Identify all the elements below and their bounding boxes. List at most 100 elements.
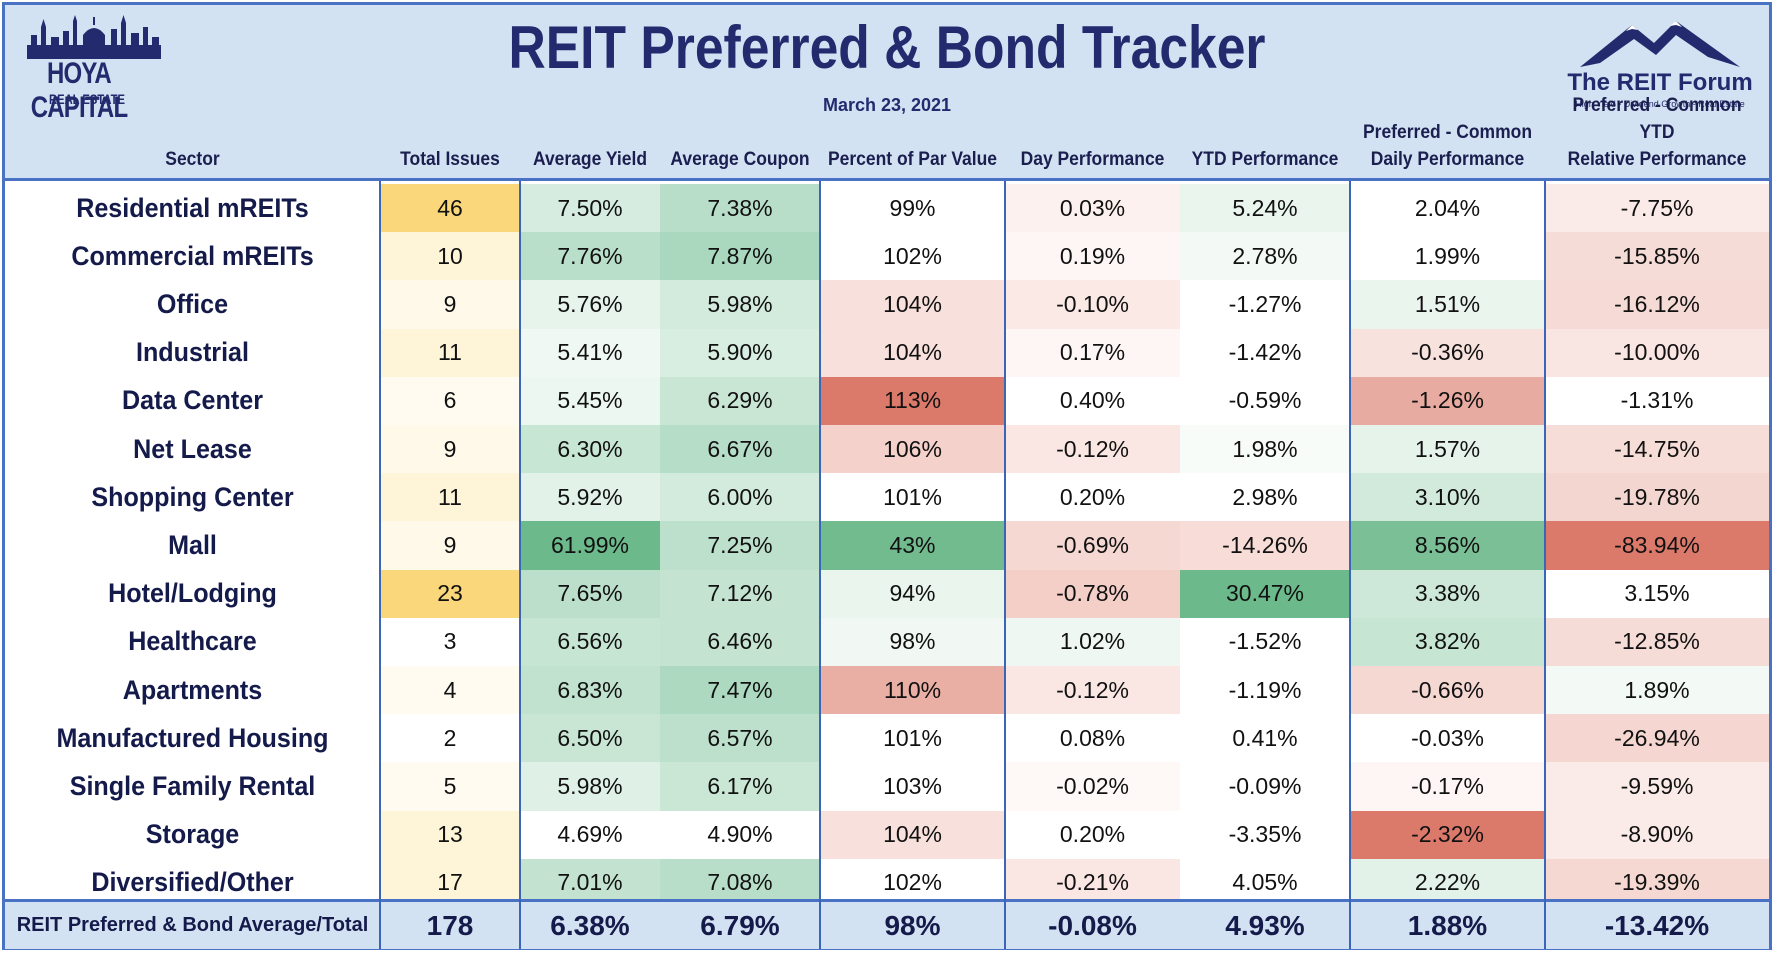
sector-label: Industrial: [18, 328, 367, 377]
table-cell: 7.12%: [660, 569, 820, 618]
table-cell: 7.76%: [520, 232, 660, 281]
table-cell: 4.69%: [520, 810, 660, 859]
table-cell: 61.99%: [520, 521, 660, 570]
table-cell: -1.52%: [1180, 617, 1350, 666]
table-cell: -16.12%: [1545, 280, 1769, 329]
table-cell: 106%: [820, 425, 1005, 474]
page-title: REIT Preferred & Bond Tracker: [508, 14, 1266, 81]
table-cell: 103%: [820, 762, 1005, 811]
table-cell: 23: [380, 569, 520, 618]
table-cell: -9.59%: [1545, 762, 1769, 811]
table-cell: -12.85%: [1545, 617, 1769, 666]
table-cell: 5.90%: [660, 328, 820, 377]
table-cell: 3.15%: [1545, 569, 1769, 618]
table-cell: 11: [380, 473, 520, 522]
table-cell: 1.02%: [1005, 617, 1180, 666]
table-cell: 6.29%: [660, 376, 820, 425]
table-cell: 102%: [820, 858, 1005, 907]
table-cell: 6.83%: [520, 666, 660, 715]
table-cell: 3.10%: [1350, 473, 1545, 522]
column-header: Sector: [165, 149, 220, 170]
column-divider: [819, 181, 821, 949]
sector-label: Data Center: [18, 376, 367, 425]
column-header: Day Performance: [1020, 149, 1165, 170]
table-cell: 101%: [820, 714, 1005, 763]
table-cell: -0.66%: [1350, 666, 1545, 715]
sector-label: Apartments: [18, 666, 367, 715]
table-cell: 9: [380, 280, 520, 329]
logo-right-tagline: High Yield - Dividend Growth - Real Esta…: [1575, 99, 1745, 109]
table-cell: -19.78%: [1545, 473, 1769, 522]
table-cell: -1.31%: [1545, 376, 1769, 425]
table-cell: -0.17%: [1350, 762, 1545, 811]
column-divider: [379, 181, 381, 949]
table-cell: 104%: [820, 280, 1005, 329]
table-cell: 6.57%: [660, 714, 820, 763]
column-divider: [1004, 181, 1006, 949]
table-cell: -0.21%: [1005, 858, 1180, 907]
sector-label: Manufactured Housing: [18, 714, 367, 763]
column-header: Average Yield: [532, 149, 647, 170]
mountain-icon: [1580, 21, 1740, 67]
totals-cell: 4.93%: [1225, 909, 1305, 941]
table-cell: 0.19%: [1005, 232, 1180, 281]
table-cell: 2.22%: [1350, 858, 1545, 907]
table-cell: 5.76%: [520, 280, 660, 329]
table-cell: 7.25%: [660, 521, 820, 570]
column-header: Percent of Par Value: [827, 149, 998, 170]
totals-row: REIT Preferred & Bond Average/Total 178 6.…: [5, 899, 1769, 949]
data-table: Residential mREITs 46 7.50% 7.38% 99% 0.03% 5.…: [5, 178, 1769, 907]
table-cell: -0.36%: [1350, 328, 1545, 377]
table-cell: 3: [380, 617, 520, 666]
table-cell: -0.09%: [1180, 762, 1350, 811]
skyline-icon: [27, 15, 161, 59]
table-cell: -8.90%: [1545, 810, 1769, 859]
table-cell: 4.05%: [1180, 858, 1350, 907]
hoya-capital-logo: HOYA CAPITAL REAL ESTATE: [19, 11, 169, 124]
table-cell: 6.00%: [660, 473, 820, 522]
table-cell: -1.27%: [1180, 280, 1350, 329]
table-cell: 104%: [820, 328, 1005, 377]
sector-label: Hotel/Lodging: [18, 569, 367, 618]
column-header: Preferred - Common Daily Performance: [1362, 122, 1532, 170]
table-cell: 17: [380, 858, 520, 907]
table-cell: -1.42%: [1180, 328, 1350, 377]
table-cell: 6.67%: [660, 425, 820, 474]
table-cell: -19.39%: [1545, 858, 1769, 907]
sector-label: Single Family Rental: [18, 762, 367, 811]
table-cell: 9: [380, 425, 520, 474]
table-cell: 0.20%: [1005, 473, 1180, 522]
table-cell: 101%: [820, 473, 1005, 522]
table-cell: 4: [380, 666, 520, 715]
table-cell: 0.17%: [1005, 328, 1180, 377]
table-cell: 5.98%: [660, 280, 820, 329]
header-band: HOYA CAPITAL REAL ESTATE REIT Preferred …: [5, 5, 1769, 178]
table-cell: 5.98%: [520, 762, 660, 811]
table-cell: 102%: [820, 232, 1005, 281]
table-cell: 5.92%: [520, 473, 660, 522]
logo-left-name: HOYA CAPITAL: [30, 57, 128, 124]
table-cell: -14.75%: [1545, 425, 1769, 474]
column-header: YTD Performance: [1191, 149, 1339, 170]
table-cell: 7.50%: [520, 184, 660, 233]
table-cell: -1.19%: [1180, 666, 1350, 715]
table-cell: 94%: [820, 569, 1005, 618]
table-cell: 3.38%: [1350, 569, 1545, 618]
table-cell: 1.51%: [1350, 280, 1545, 329]
report-date: March 23, 2021: [822, 95, 952, 115]
sector-label: Diversified/Other: [18, 858, 367, 907]
table-cell: 99%: [820, 184, 1005, 233]
table-cell: 6.50%: [520, 714, 660, 763]
table-cell: 5.41%: [520, 328, 660, 377]
table-cell: -0.78%: [1005, 569, 1180, 618]
sector-label: Mall: [18, 521, 367, 570]
table-cell: 0.40%: [1005, 376, 1180, 425]
table-cell: -0.12%: [1005, 425, 1180, 474]
column-header: Total Issues: [400, 149, 500, 170]
table-cell: 98%: [820, 617, 1005, 666]
table-cell: 1.89%: [1545, 666, 1769, 715]
table-cell: 110%: [820, 666, 1005, 715]
table-cell: 11: [380, 328, 520, 377]
sector-label: Net Lease: [18, 425, 367, 474]
table-cell: 5.45%: [520, 376, 660, 425]
